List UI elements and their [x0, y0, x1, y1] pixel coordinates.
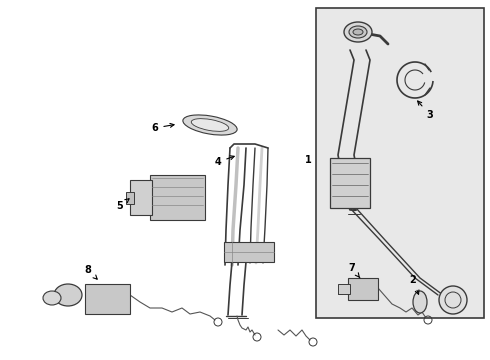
Bar [330, 158, 370, 208]
Text: 5: 5 [117, 199, 129, 211]
Ellipse shape [54, 284, 82, 306]
Bar [130, 180, 152, 215]
Bar [85, 284, 130, 314]
Bar [348, 278, 378, 300]
Bar [126, 192, 134, 204]
Text: 1: 1 [305, 155, 311, 165]
Text: 3: 3 [417, 101, 433, 120]
Ellipse shape [353, 29, 363, 35]
Ellipse shape [344, 22, 372, 42]
Text: 6: 6 [151, 123, 174, 133]
Bar [338, 284, 350, 294]
Bar [316, 8, 484, 318]
Ellipse shape [413, 291, 427, 313]
Text: 4: 4 [215, 156, 234, 167]
Ellipse shape [191, 119, 229, 131]
Text: 2: 2 [410, 275, 419, 294]
Ellipse shape [43, 291, 61, 305]
Circle shape [439, 286, 467, 314]
Text: 7: 7 [348, 263, 360, 278]
Bar [224, 242, 274, 262]
Ellipse shape [183, 115, 237, 135]
Ellipse shape [349, 26, 367, 38]
Text: 8: 8 [85, 265, 97, 279]
Bar [150, 175, 205, 220]
